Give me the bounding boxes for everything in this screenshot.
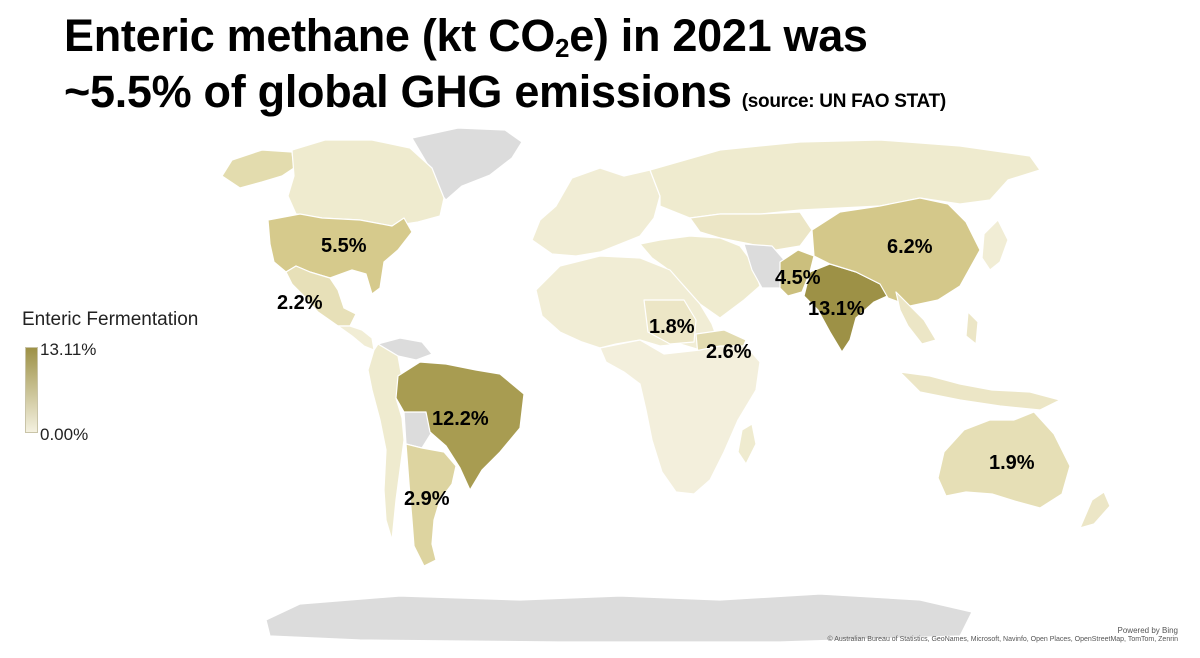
label-sudan: 1.8% bbox=[649, 316, 695, 338]
madagascar-shape bbox=[737, 423, 757, 465]
legend-min-label: 0.00% bbox=[40, 425, 89, 444]
label-argentina: 2.9% bbox=[404, 488, 450, 510]
label-australia: 1.9% bbox=[989, 452, 1035, 474]
australia-shape bbox=[937, 411, 1071, 509]
title-line-1: Enteric methane (kt CO2e) in 2021 was bbox=[64, 10, 868, 63]
chart-title: Enteric methane (kt CO2e) in 2021 was ~5… bbox=[64, 8, 946, 130]
argentina-shape bbox=[405, 443, 457, 567]
antarctica-shape bbox=[265, 593, 973, 643]
label-mexico: 2.2% bbox=[277, 292, 323, 314]
title-line-2: ~5.5% of global GHG emissions (source: UN… bbox=[64, 66, 946, 117]
southeast-asia-shape bbox=[895, 291, 937, 345]
label-ethiopia: 2.6% bbox=[706, 341, 752, 363]
alaska-shape bbox=[221, 149, 295, 189]
pakistan-shape bbox=[779, 249, 815, 297]
central-asia-shape bbox=[689, 211, 813, 251]
legend-title: Enteric Fermentation bbox=[22, 309, 199, 330]
world-map bbox=[221, 127, 1111, 643]
canada-shape bbox=[287, 139, 445, 227]
korea-japan-shape bbox=[981, 219, 1009, 271]
legend-color-scale bbox=[25, 347, 38, 433]
label-india: 13.1% bbox=[808, 298, 865, 320]
central-america-shape bbox=[337, 325, 375, 351]
new-zealand-shape bbox=[1079, 491, 1111, 529]
label-brazil: 12.2% bbox=[432, 408, 489, 430]
powered-by-text: Powered by Bing bbox=[1117, 626, 1178, 635]
legend-max-label: 13.11% bbox=[40, 340, 97, 359]
label-pakistan: 4.5% bbox=[775, 267, 821, 289]
russia-shape bbox=[649, 139, 1041, 219]
europe-shape bbox=[531, 167, 661, 257]
mexico-shape bbox=[285, 265, 357, 327]
brazil-shape bbox=[395, 361, 525, 491]
source-note: (source: UN FAO STAT) bbox=[741, 91, 946, 112]
philippines-shape bbox=[965, 311, 979, 345]
indonesia-shape bbox=[899, 371, 1061, 411]
label-china: 6.2% bbox=[887, 236, 933, 258]
map-attribution: © Australian Bureau of Statistics, GeoNa… bbox=[827, 636, 1178, 643]
label-united-states: 5.5% bbox=[321, 235, 367, 257]
andes-shape bbox=[367, 343, 405, 541]
china-shape bbox=[811, 197, 981, 307]
africa-south-shape bbox=[599, 339, 761, 495]
sudan-shape bbox=[643, 299, 697, 345]
